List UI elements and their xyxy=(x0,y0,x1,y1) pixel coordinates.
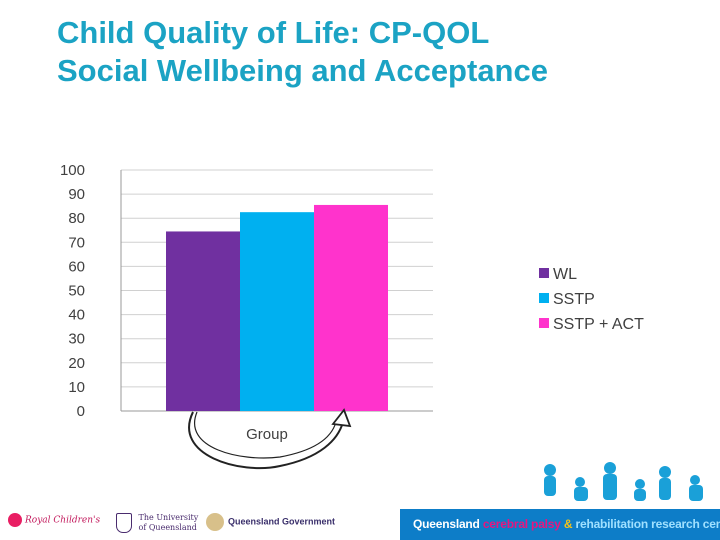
legend-label: SSTP + ACT xyxy=(553,316,644,333)
y-tick-label: 80 xyxy=(68,210,85,227)
y-tick-label: 100 xyxy=(60,162,85,179)
rch-mark-icon xyxy=(8,513,22,527)
legend-swatch xyxy=(539,268,549,278)
y-tick-label: 10 xyxy=(68,379,85,396)
slide-title-line1: Child Quality of Life: CP-QOL xyxy=(57,15,490,50)
legend-label: WL xyxy=(553,266,577,283)
bar-sstp xyxy=(240,212,314,411)
legend-swatch xyxy=(539,293,549,303)
uq-crest-icon xyxy=(116,513,132,533)
uq-logo: The University of Queensland xyxy=(116,513,198,533)
uq-line1: The University xyxy=(138,513,199,522)
royal-childrens-logo: Royal Children's xyxy=(8,513,100,527)
chart-legend: WL SSTP SSTP + ACT xyxy=(539,266,644,333)
legend-swatch xyxy=(539,318,549,328)
arrowhead-icon xyxy=(331,408,352,428)
research-centre-name: Queensland cerebral palsy & rehabilitati… xyxy=(413,517,720,531)
legend-label: SSTP xyxy=(553,291,595,308)
y-tick-label: 90 xyxy=(68,186,85,203)
qld-government-logo: Queensland Government xyxy=(206,513,335,531)
qld-crest-icon xyxy=(206,513,224,531)
comparison-arrow xyxy=(188,408,352,470)
children-silhouettes-icon xyxy=(544,462,703,501)
bar-sstp-act xyxy=(314,204,388,411)
bar-wl xyxy=(166,231,240,411)
y-tick-label: 50 xyxy=(68,283,85,300)
bar-chart: 0 10 20 30 40 50 60 70 80 90 100 Group WL SSTP SSTP … xyxy=(60,162,644,470)
y-tick-label: 60 xyxy=(68,258,85,275)
uq-line2: of Queensland xyxy=(138,523,197,532)
y-tick-label: 20 xyxy=(68,355,85,372)
y-tick-label: 30 xyxy=(68,331,85,348)
y-tick-label: 40 xyxy=(68,307,85,324)
y-axis-ticks: 0 10 20 30 40 50 60 70 80 90 100 xyxy=(60,162,85,420)
x-axis-label: Group xyxy=(246,426,288,443)
slide-title: Child Quality of Life: CP-QOL Social Wel… xyxy=(57,14,697,90)
y-tick-label: 0 xyxy=(77,403,85,420)
footer-logos: Royal Children's The University of Queen… xyxy=(0,509,400,540)
y-tick-label: 70 xyxy=(68,234,85,251)
chart-bars xyxy=(166,204,388,411)
slide-title-line2: Social Wellbeing and Acceptance xyxy=(57,53,548,88)
